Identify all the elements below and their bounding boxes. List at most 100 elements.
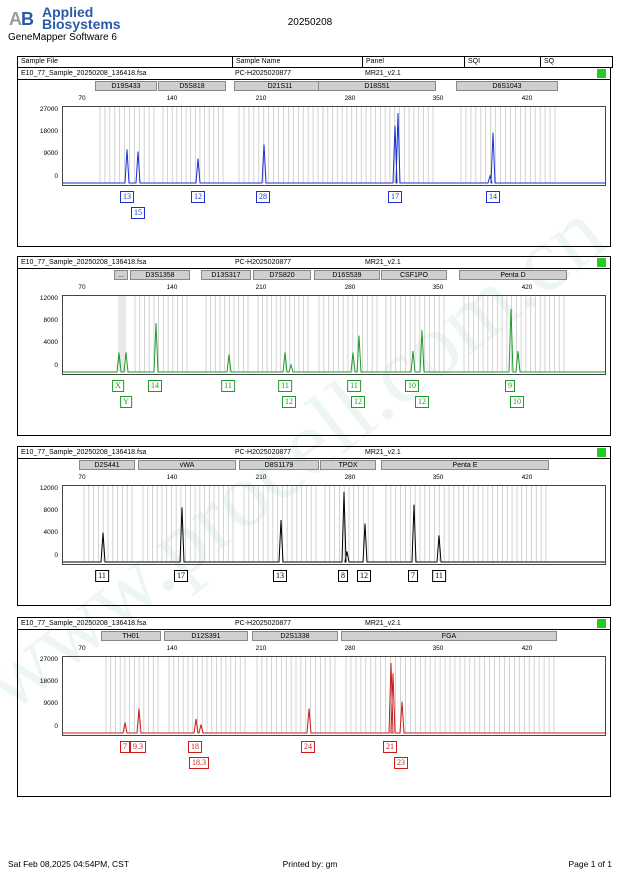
- locus-marker[interactable]: D13S317: [201, 270, 251, 280]
- allele-call-label[interactable]: 13: [120, 191, 134, 203]
- sample-file-name: E10_77_Sample_20250208_136418.fsa: [21, 259, 147, 266]
- locus-marker[interactable]: FGA: [341, 631, 557, 641]
- allele-call-label[interactable]: 7: [408, 570, 418, 582]
- allele-call-label[interactable]: 12: [351, 396, 365, 408]
- sample-name: PC-H2025020877: [235, 259, 292, 266]
- sample-info-row: E10_77_Sample_20250208_136418.fsa PC-H202…: [18, 68, 610, 80]
- panel-name: MR21_v2.1: [365, 70, 401, 77]
- allele-call-label[interactable]: 8: [338, 570, 348, 582]
- locus-marker[interactable]: TPOX: [320, 460, 376, 470]
- allele-call-label[interactable]: 9.3: [130, 741, 146, 753]
- y-tick-label: 18000: [39, 678, 58, 685]
- x-tick-label: 420: [521, 284, 533, 291]
- allele-call-label[interactable]: 23: [394, 757, 408, 769]
- allele-call-label[interactable]: 21: [383, 741, 397, 753]
- y-tick-label: 9000: [43, 150, 58, 157]
- report-date: 20250208: [287, 17, 333, 28]
- locus-marker[interactable]: D6S1043: [456, 81, 558, 91]
- x-tick-label: 140: [166, 95, 178, 102]
- allele-call-label[interactable]: 17: [174, 570, 188, 582]
- svg-text:A: A: [9, 9, 22, 29]
- allele-call-label[interactable]: 14: [148, 380, 162, 392]
- y-tick-label: 8000: [43, 317, 58, 324]
- allele-call-label[interactable]: 11: [221, 380, 235, 392]
- panel-name: MR21_v2.1: [365, 259, 401, 266]
- allele-call-label[interactable]: 28: [256, 191, 270, 203]
- electropherogram-plot: [62, 656, 606, 736]
- x-tick-label: 140: [166, 284, 178, 291]
- applied-biosystems-logo-icon: A B: [8, 8, 38, 29]
- locus-marker[interactable]: vWA: [138, 460, 236, 470]
- locus-marker[interactable]: Penta E: [381, 460, 549, 470]
- locus-marker[interactable]: CSF1PO: [381, 270, 447, 280]
- locus-marker[interactable]: D5S818: [158, 81, 226, 91]
- allele-call-label[interactable]: 11: [95, 570, 109, 582]
- locus-marker[interactable]: D19S433: [95, 81, 157, 91]
- allele-call-label[interactable]: 12: [415, 396, 429, 408]
- sample-name: PC-H2025020877: [235, 449, 292, 456]
- allele-call-label[interactable]: 13: [273, 570, 287, 582]
- locus-marker[interactable]: D2S1338: [252, 631, 338, 641]
- allele-call-label[interactable]: X: [112, 380, 124, 392]
- locus-marker[interactable]: D16S539: [314, 270, 380, 280]
- locus-marker[interactable]: D2S441: [79, 460, 135, 470]
- svg-text:B: B: [21, 9, 34, 29]
- allele-call-label[interactable]: 11: [278, 380, 292, 392]
- x-tick-label: 280: [344, 474, 356, 481]
- allele-call-label[interactable]: 11: [347, 380, 361, 392]
- x-tick-label: 420: [521, 95, 533, 102]
- electropherogram-plot: [62, 106, 606, 186]
- electropherogram-panel: E10_77_Sample_20250208_136418.fsa PC-H202…: [17, 446, 611, 606]
- locus-marker[interactable]: Penta D: [459, 270, 567, 280]
- x-tick-label: 350: [432, 284, 444, 291]
- software-name: GeneMapper Software 6: [8, 32, 117, 43]
- locus-marker[interactable]: D7S820: [253, 270, 311, 280]
- allele-call-label[interactable]: 15: [131, 207, 145, 219]
- allele-call-label[interactable]: 18.3: [189, 757, 209, 769]
- y-tick-label: 0: [54, 552, 58, 559]
- allele-call-label[interactable]: 12: [191, 191, 205, 203]
- col-sample-name: Sample Name: [232, 57, 280, 67]
- allele-call-label[interactable]: Y: [120, 396, 132, 408]
- x-tick-label: 140: [166, 474, 178, 481]
- sample-file-name: E10_77_Sample_20250208_136418.fsa: [21, 620, 147, 627]
- allele-call-label[interactable]: 10: [405, 380, 419, 392]
- signal-trace: [63, 308, 605, 373]
- locus-marker[interactable]: D8S1179: [239, 460, 319, 470]
- brand-line2: Biosystems: [42, 16, 121, 32]
- footer-printed-by: Printed by: gm: [282, 859, 338, 869]
- signal-trace: [63, 662, 605, 734]
- allele-call-label[interactable]: 18: [188, 741, 202, 753]
- col-panel: Panel: [362, 57, 384, 67]
- y-tick-label: 0: [54, 362, 58, 369]
- allele-call-label[interactable]: 9: [505, 380, 515, 392]
- x-tick-label: 210: [255, 474, 267, 481]
- signal-trace: [63, 491, 605, 563]
- col-sample-file: Sample File: [21, 58, 58, 65]
- allele-call-label[interactable]: 12: [357, 570, 371, 582]
- x-tick-label: 140: [166, 645, 178, 652]
- allele-call-label[interactable]: 10: [510, 396, 524, 408]
- x-tick-label: 420: [521, 645, 533, 652]
- locus-marker[interactable]: D12S391: [164, 631, 248, 641]
- sq-status-indicator: [597, 448, 606, 457]
- locus-marker[interactable]: TH01: [101, 631, 161, 641]
- allele-call-label[interactable]: 17: [388, 191, 402, 203]
- electropherogram-panel: E10_77_Sample_20250208_136418.fsa PC-H202…: [17, 256, 611, 436]
- locus-marker[interactable]: ...: [114, 270, 128, 280]
- locus-marker[interactable]: D18S51: [318, 81, 436, 91]
- electropherogram-panel: E10_77_Sample_20250208_136418.fsa PC-H202…: [17, 617, 611, 797]
- allele-call-label[interactable]: 11: [432, 570, 446, 582]
- locus-marker[interactable]: D21S11: [234, 81, 326, 91]
- allele-call-label[interactable]: 24: [301, 741, 315, 753]
- brand-name: Applied Biosystems: [42, 5, 121, 32]
- allele-call-label[interactable]: 7: [120, 741, 130, 753]
- locus-marker[interactable]: D3S1358: [130, 270, 190, 280]
- allele-call-label[interactable]: 12: [282, 396, 296, 408]
- allele-call-label[interactable]: 14: [486, 191, 500, 203]
- x-tick-label: 350: [432, 95, 444, 102]
- x-tick-label: 70: [78, 474, 86, 481]
- trace-canvas: [63, 107, 605, 184]
- x-tick-label: 210: [255, 284, 267, 291]
- x-tick-label: 210: [255, 645, 267, 652]
